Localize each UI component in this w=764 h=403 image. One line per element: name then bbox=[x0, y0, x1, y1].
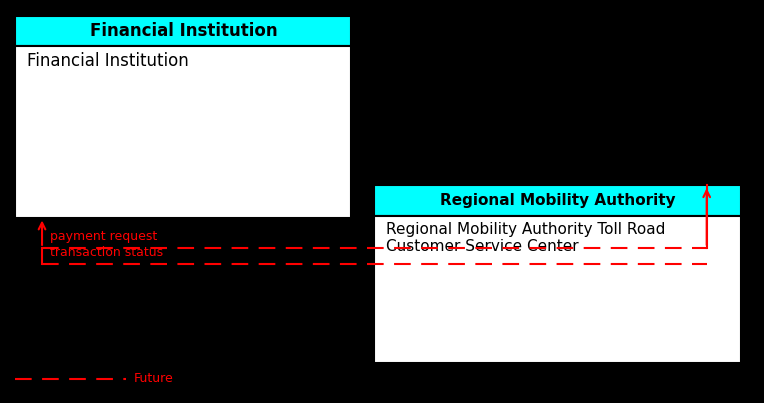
Bar bbox=[374, 185, 741, 216]
Bar bbox=[15, 16, 351, 46]
Text: payment request: payment request bbox=[50, 230, 157, 243]
Text: Financial Institution: Financial Institution bbox=[27, 52, 189, 71]
Text: Regional Mobility Authority Toll Road
Customer Service Center: Regional Mobility Authority Toll Road Cu… bbox=[386, 222, 665, 254]
Bar bbox=[374, 216, 741, 363]
Bar bbox=[15, 46, 351, 218]
Text: Future: Future bbox=[134, 372, 173, 385]
Text: Regional Mobility Authority: Regional Mobility Authority bbox=[440, 193, 675, 208]
Text: Financial Institution: Financial Institution bbox=[89, 22, 277, 40]
Text: transaction status: transaction status bbox=[50, 246, 163, 259]
